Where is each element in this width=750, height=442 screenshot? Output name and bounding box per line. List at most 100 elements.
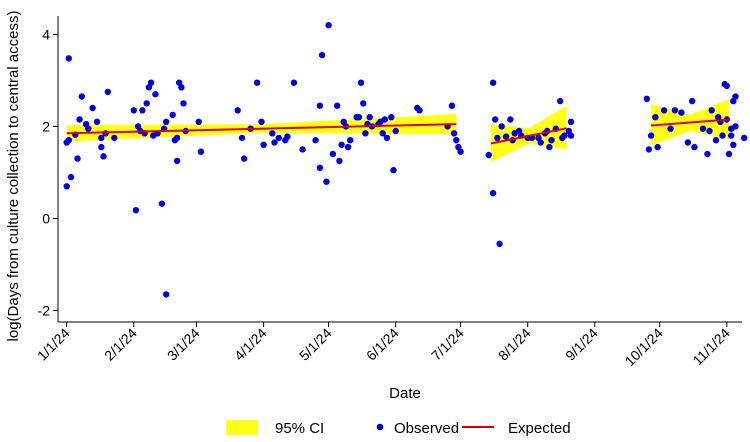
observed-point-114 <box>537 139 544 146</box>
x-tick-label: 11/1/24 <box>689 325 733 369</box>
observed-point-137 <box>691 143 698 151</box>
observed-point-95 <box>453 137 460 144</box>
observed-point-66 <box>329 150 337 158</box>
observed-point-93 <box>448 102 456 109</box>
x-ticks: 1/1/24 2/1/24 3/1/24 4/1/24 5/1/24 6/1/24 7/1/… <box>34 322 733 369</box>
legend-observed-label: Observed <box>394 420 459 437</box>
expected-line-3 <box>651 118 730 127</box>
observed-point-41 <box>178 84 185 91</box>
observed-point-52 <box>260 141 267 148</box>
observed-point-35 <box>163 291 170 298</box>
observed-point-58 <box>290 79 298 86</box>
observed-point-59 <box>299 146 306 153</box>
observed-point-88 <box>390 167 397 174</box>
observed-point-117 <box>546 143 553 151</box>
y-tick-label: -2 <box>38 302 51 318</box>
x-axis-title: Date <box>389 385 421 402</box>
x-tick-label: 9/1/24 <box>562 325 601 364</box>
observed-point-126 <box>643 95 650 103</box>
observed-point-122 <box>561 132 568 139</box>
observed-point-62 <box>316 164 324 171</box>
observed-point-142 <box>712 137 720 144</box>
observed-point-4 <box>65 55 73 62</box>
observed-point-89 <box>392 127 399 135</box>
observed-point-11 <box>85 125 92 132</box>
observed-point-132 <box>667 125 674 132</box>
observed-point-5 <box>67 173 75 181</box>
y-tick-label: 4 <box>42 26 50 42</box>
observed-point-77 <box>360 100 367 107</box>
observed-point-103 <box>496 240 503 247</box>
observed-point-80 <box>366 114 373 121</box>
observed-point-38 <box>173 134 181 142</box>
observed-point-153 <box>730 141 737 148</box>
observed-point-19 <box>111 134 118 142</box>
observed-point-105 <box>502 133 510 140</box>
x-tick-label: 8/1/24 <box>495 325 534 364</box>
observed-point-15 <box>98 143 105 151</box>
expected-line-1 <box>66 123 457 135</box>
y-tick-label: 2 <box>42 118 50 134</box>
observed-point-135 <box>684 139 692 146</box>
observed-point-118 <box>548 137 555 144</box>
observed-point-139 <box>704 150 711 158</box>
x-tick-label: 6/1/24 <box>363 325 402 364</box>
observed-point-129 <box>652 114 659 121</box>
observed-point-124 <box>567 132 575 139</box>
observed-point-42 <box>180 100 187 107</box>
expected-lines <box>66 118 730 145</box>
observed-point-7 <box>74 155 81 162</box>
observed-point-60 <box>312 137 319 144</box>
legend-ci-label: 95% CI <box>275 420 324 437</box>
observed-point-1 <box>63 183 70 190</box>
observed-point-26 <box>143 100 150 107</box>
y-tick-label: 0 <box>42 210 50 226</box>
observed-point-156 <box>741 134 748 142</box>
observed-point-125 <box>567 118 575 126</box>
observed-point-85 <box>381 116 388 123</box>
observed-point-8 <box>76 116 83 123</box>
y-ticks: -2 0 2 4 <box>38 26 58 318</box>
observed-point-100 <box>489 190 497 197</box>
observed-point-76 <box>357 79 365 86</box>
observed-point-104 <box>498 123 505 130</box>
observed-point-13 <box>93 118 101 126</box>
observed-point-51 <box>258 118 265 126</box>
observed-point-78 <box>362 130 369 137</box>
observed-point-97 <box>457 148 464 155</box>
observed-point-130 <box>654 143 661 151</box>
observed-point-24 <box>139 107 146 114</box>
observed-point-99 <box>489 79 497 86</box>
observed-point-64 <box>323 178 330 185</box>
observed-point-94 <box>450 130 458 137</box>
observed-point-32 <box>158 200 166 207</box>
observed-point-65 <box>325 22 332 29</box>
observed-point-16 <box>100 153 107 160</box>
observed-point-18 <box>104 88 112 96</box>
observed-point-86 <box>383 134 391 142</box>
observed-point-87 <box>388 114 395 121</box>
x-tick-label: 2/1/24 <box>101 325 140 364</box>
observed-point-61 <box>316 102 324 109</box>
observed-point-147 <box>723 82 730 90</box>
observed-point-12 <box>89 104 96 112</box>
observed-point-48 <box>241 155 248 162</box>
ci-band-2 <box>490 105 567 163</box>
observed-point-91 <box>416 107 423 114</box>
x-tick-label: 7/1/24 <box>428 325 467 364</box>
observed-point-9 <box>78 93 86 100</box>
observed-point-14 <box>98 134 105 142</box>
observed-point-3 <box>65 137 73 144</box>
observed-point-120 <box>557 97 564 105</box>
observed-point-84 <box>379 130 386 137</box>
observed-point-133 <box>671 107 679 114</box>
observed-point-150 <box>728 132 735 139</box>
observed-point-30 <box>152 91 159 98</box>
observed-points <box>63 22 748 298</box>
observed-point-98 <box>485 151 492 159</box>
observed-point-47 <box>238 134 246 142</box>
x-tick-label: 1/1/24 <box>34 325 73 364</box>
observed-point-39 <box>173 157 181 165</box>
observed-point-155 <box>732 123 739 130</box>
